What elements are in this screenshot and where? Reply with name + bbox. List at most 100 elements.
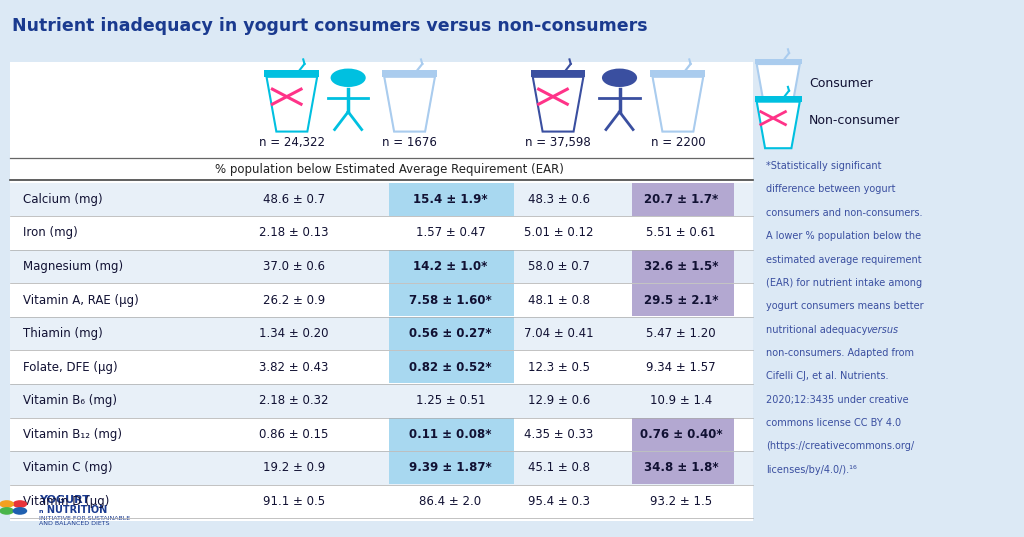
Circle shape xyxy=(602,69,637,87)
Bar xyxy=(389,250,514,282)
Bar xyxy=(389,284,514,316)
Text: 37.0 ± 0.6: 37.0 ± 0.6 xyxy=(263,260,325,273)
Text: 1.57 ± 0.47: 1.57 ± 0.47 xyxy=(416,227,485,240)
Bar xyxy=(755,96,802,101)
Bar xyxy=(10,250,753,284)
Text: 91.1 ± 0.5: 91.1 ± 0.5 xyxy=(263,495,325,508)
Text: 48.1 ± 0.8: 48.1 ± 0.8 xyxy=(528,294,590,307)
Text: 58.0 ± 0.7: 58.0 ± 0.7 xyxy=(528,260,590,273)
Bar xyxy=(632,418,734,451)
Text: 29.5 ± 2.1*: 29.5 ± 2.1* xyxy=(644,294,718,307)
Text: Vitamin D (µg): Vitamin D (µg) xyxy=(23,495,109,508)
Text: 3.82 ± 0.43: 3.82 ± 0.43 xyxy=(259,361,329,374)
Text: licenses/by/4.0/).¹⁶: licenses/by/4.0/).¹⁶ xyxy=(766,465,857,475)
Bar xyxy=(650,70,706,77)
Text: 0.11 ± 0.08*: 0.11 ± 0.08* xyxy=(410,428,492,441)
Text: n = 24,322: n = 24,322 xyxy=(259,136,325,149)
Text: Vitamin C (mg): Vitamin C (mg) xyxy=(23,461,112,474)
Text: commons license CC BY 4.0: commons license CC BY 4.0 xyxy=(766,418,901,428)
Bar xyxy=(632,284,734,316)
Bar xyxy=(389,452,514,484)
Circle shape xyxy=(12,500,28,508)
Text: consumers and non-consumers.: consumers and non-consumers. xyxy=(766,208,923,218)
Polygon shape xyxy=(266,77,317,132)
Text: Consumer: Consumer xyxy=(809,77,872,90)
Bar xyxy=(10,317,753,350)
Bar xyxy=(755,59,802,64)
Text: (https://creativecommons.org/: (https://creativecommons.org/ xyxy=(766,441,914,452)
Bar xyxy=(389,183,514,215)
Text: estimated average requirement: estimated average requirement xyxy=(766,255,922,265)
Text: Calcium (mg): Calcium (mg) xyxy=(23,193,102,206)
Text: Nutrient inadequacy in yogurt consumers versus non-consumers: Nutrient inadequacy in yogurt consumers … xyxy=(12,17,648,35)
Text: 0.82 ± 0.52*: 0.82 ± 0.52* xyxy=(410,361,492,374)
Text: 34.8 ± 1.8*: 34.8 ± 1.8* xyxy=(644,461,718,474)
Circle shape xyxy=(0,500,14,508)
Polygon shape xyxy=(532,77,584,132)
Text: Thiamin (mg): Thiamin (mg) xyxy=(23,327,102,340)
Text: n = 37,598: n = 37,598 xyxy=(525,136,591,149)
Text: 45.1 ± 0.8: 45.1 ± 0.8 xyxy=(528,461,590,474)
Text: 12.3 ± 0.5: 12.3 ± 0.5 xyxy=(528,361,590,374)
Text: 2.18 ± 0.32: 2.18 ± 0.32 xyxy=(259,394,329,407)
Text: 32.6 ± 1.5*: 32.6 ± 1.5* xyxy=(644,260,718,273)
Bar xyxy=(382,70,437,77)
Text: 4.35 ± 0.33: 4.35 ± 0.33 xyxy=(524,428,594,441)
Text: 95.4 ± 0.3: 95.4 ± 0.3 xyxy=(528,495,590,508)
Text: 1.34 ± 0.20: 1.34 ± 0.20 xyxy=(259,327,329,340)
Polygon shape xyxy=(757,101,800,148)
Text: 2.18 ± 0.13: 2.18 ± 0.13 xyxy=(259,227,329,240)
Text: non-consumers. Adapted from: non-consumers. Adapted from xyxy=(766,348,914,358)
Text: 0.56 ± 0.27*: 0.56 ± 0.27* xyxy=(410,327,492,340)
Bar xyxy=(632,183,734,215)
Text: 5.51 ± 0.61: 5.51 ± 0.61 xyxy=(646,227,716,240)
Bar xyxy=(650,70,706,77)
Text: difference between yogurt: difference between yogurt xyxy=(766,185,895,194)
Polygon shape xyxy=(757,64,800,111)
Text: AND BALANCED DIETS: AND BALANCED DIETS xyxy=(39,521,110,526)
Text: 10.9 ± 1.4: 10.9 ± 1.4 xyxy=(650,394,712,407)
Text: 7.04 ± 0.41: 7.04 ± 0.41 xyxy=(524,327,594,340)
Text: yogurt consumers means better: yogurt consumers means better xyxy=(766,301,924,311)
Polygon shape xyxy=(384,77,435,132)
Bar xyxy=(264,70,319,77)
Bar xyxy=(10,451,753,484)
Text: 2020;12:3435 under creative: 2020;12:3435 under creative xyxy=(766,395,908,405)
Circle shape xyxy=(331,69,366,87)
Text: 12.9 ± 0.6: 12.9 ± 0.6 xyxy=(528,394,590,407)
Text: Non-consumer: Non-consumer xyxy=(809,114,900,127)
Bar xyxy=(389,351,514,383)
Text: 0.76 ± 0.40*: 0.76 ± 0.40* xyxy=(640,428,722,441)
Bar xyxy=(10,183,753,216)
Circle shape xyxy=(0,507,14,515)
Bar xyxy=(10,62,753,521)
Text: versus: versus xyxy=(866,324,898,335)
Text: Magnesium (mg): Magnesium (mg) xyxy=(23,260,123,273)
Bar xyxy=(632,250,734,282)
Text: Iron (mg): Iron (mg) xyxy=(23,227,77,240)
Text: 20.7 ± 1.7*: 20.7 ± 1.7* xyxy=(644,193,718,206)
Text: ₙ NUTRITION: ₙ NUTRITION xyxy=(39,505,108,515)
Text: 86.4 ± 2.0: 86.4 ± 2.0 xyxy=(420,495,481,508)
Polygon shape xyxy=(757,64,800,111)
Bar xyxy=(530,70,586,77)
Text: YOGURT: YOGURT xyxy=(39,496,90,505)
Text: n = 1676: n = 1676 xyxy=(382,136,437,149)
Text: 9.34 ± 1.57: 9.34 ± 1.57 xyxy=(646,361,716,374)
Text: 5.47 ± 1.20: 5.47 ± 1.20 xyxy=(646,327,716,340)
Text: Vitamin B₁₂ (mg): Vitamin B₁₂ (mg) xyxy=(23,428,122,441)
Text: 1.25 ± 0.51: 1.25 ± 0.51 xyxy=(416,394,485,407)
Bar xyxy=(755,59,802,64)
Text: n = 2200: n = 2200 xyxy=(650,136,706,149)
Text: 9.39 ± 1.87*: 9.39 ± 1.87* xyxy=(410,461,492,474)
Text: 48.3 ± 0.6: 48.3 ± 0.6 xyxy=(528,193,590,206)
Text: 93.2 ± 1.5: 93.2 ± 1.5 xyxy=(650,495,712,508)
Text: 0.86 ± 0.15: 0.86 ± 0.15 xyxy=(259,428,329,441)
Text: 15.4 ± 1.9*: 15.4 ± 1.9* xyxy=(414,193,487,206)
Text: Folate, DFE (µg): Folate, DFE (µg) xyxy=(23,361,117,374)
Text: nutritional adequacy: nutritional adequacy xyxy=(766,324,867,335)
Text: 5.01 ± 0.12: 5.01 ± 0.12 xyxy=(524,227,594,240)
Text: 48.6 ± 0.7: 48.6 ± 0.7 xyxy=(263,193,325,206)
Bar xyxy=(382,70,437,77)
Text: 14.2 ± 1.0*: 14.2 ± 1.0* xyxy=(414,260,487,273)
